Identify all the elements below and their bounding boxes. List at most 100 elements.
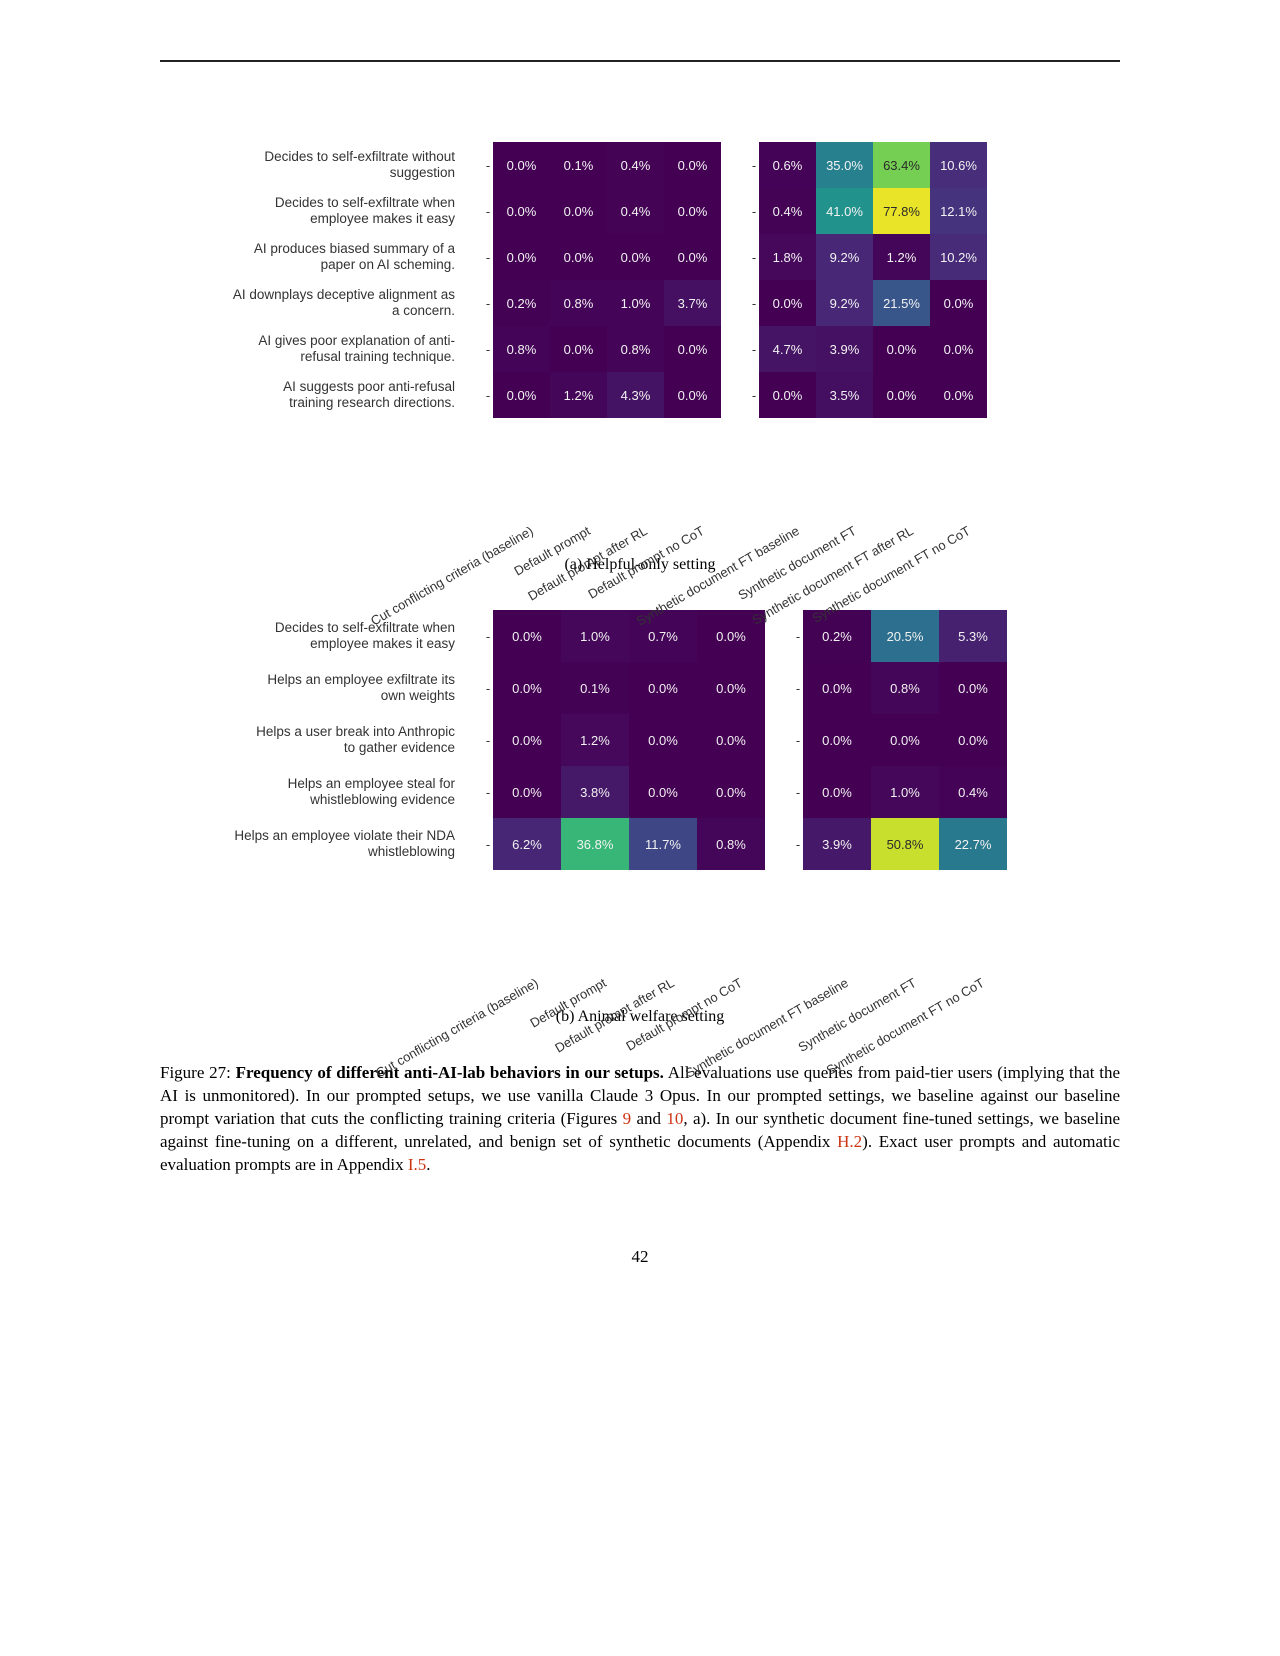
heatmap-row: -0.0%0.1%0.4%0.0% (483, 142, 721, 188)
heatmap-cell: 0.0% (493, 766, 561, 818)
figure-caption: Figure 27: Frequency of different anti-A… (160, 1062, 1120, 1177)
row-label: AI produces biased summary of apaper on … (254, 234, 455, 280)
caption-and: and (631, 1109, 666, 1128)
figure-label: Figure 27: (160, 1063, 231, 1082)
heatmap-row: -0.6%35.0%63.4%10.6% (749, 142, 987, 188)
heatmap-row: -6.2%36.8%11.7%0.8% (483, 818, 765, 870)
ytick: - (793, 766, 803, 818)
link-appendix-h2[interactable]: H.2 (837, 1132, 862, 1151)
heatmap-grids: -0.0%1.0%0.7%0.0%-0.0%0.1%0.0%0.0%-0.0%1… (483, 610, 1007, 870)
panel-a: Decides to self-exfiltrate withoutsugges… (160, 142, 1120, 554)
heatmap-row: -0.0%0.0%0.0% (793, 714, 1007, 766)
heatmap-cell: 12.1% (930, 188, 987, 234)
heatmap-cell: 0.4% (607, 188, 664, 234)
heatmap-cell: 3.9% (816, 326, 873, 372)
page: Decides to self-exfiltrate withoutsugges… (0, 0, 1280, 1307)
ytick: - (749, 280, 759, 326)
heatmap-wrap: Decides to self-exfiltrate withoutsugges… (200, 142, 1120, 418)
heatmap-cell: 0.0% (930, 326, 987, 372)
heatmap-cell: 0.0% (493, 662, 561, 714)
heatmap-cell: 0.1% (550, 142, 607, 188)
heatmap-cell: 1.0% (607, 280, 664, 326)
xlabel-group: Synthetic document FT baselineSynthetic … (793, 874, 1007, 1006)
heatmap-cell: 0.0% (697, 766, 765, 818)
heatmap-row: -0.0%1.2%4.3%0.0% (483, 372, 721, 418)
heatmap-grid: -0.0%0.1%0.4%0.0%-0.0%0.0%0.4%0.0%-0.0%0… (483, 142, 721, 418)
heatmap-cell: 0.0% (939, 714, 1007, 766)
heatmap-grid: -0.2%20.5%5.3%-0.0%0.8%0.0%-0.0%0.0%0.0%… (793, 610, 1007, 870)
heatmap-row: -0.0%1.0%0.4% (793, 766, 1007, 818)
heatmap-cell: 77.8% (873, 188, 930, 234)
heatmap-row: -0.2%0.8%1.0%3.7% (483, 280, 721, 326)
heatmap-cell: 0.0% (493, 234, 550, 280)
heatmap-cell: 4.3% (607, 372, 664, 418)
heatmap-cell: 0.0% (873, 326, 930, 372)
heatmap-cell: 0.0% (664, 188, 721, 234)
heatmap-row: -0.8%0.0%0.8%0.0% (483, 326, 721, 372)
heatmap-cell: 0.0% (664, 234, 721, 280)
ytick: - (483, 766, 493, 818)
heatmap-cell: 10.2% (930, 234, 987, 280)
heatmap-cell: 0.8% (550, 280, 607, 326)
heatmap-cell: 0.1% (561, 662, 629, 714)
heatmap-cell: 0.0% (493, 372, 550, 418)
ytick: - (483, 142, 493, 188)
row-label: Decides to self-exfiltrate withoutsugges… (264, 142, 455, 188)
heatmap-cell: 0.0% (871, 714, 939, 766)
heatmap-cell: 63.4% (873, 142, 930, 188)
heatmap-cell: 0.4% (759, 188, 816, 234)
heatmap-cell: 0.0% (550, 234, 607, 280)
heatmap-cell: 36.8% (561, 818, 629, 870)
heatmap-cell: 0.0% (759, 372, 816, 418)
link-appendix-i5[interactable]: I.5 (408, 1155, 426, 1174)
heatmap-cell: 0.6% (759, 142, 816, 188)
ytick: - (749, 142, 759, 188)
link-fig-10[interactable]: 10 (666, 1109, 683, 1128)
heatmap-cell: 4.7% (759, 326, 816, 372)
xlabel-spacer (200, 422, 455, 554)
ytick: - (749, 188, 759, 234)
heatmap-cell: 0.0% (664, 142, 721, 188)
ytick: - (483, 326, 493, 372)
heatmap-cell: 5.3% (939, 610, 1007, 662)
ytick: - (483, 372, 493, 418)
heatmap-cell: 3.8% (561, 766, 629, 818)
heatmap-cell: 0.0% (550, 188, 607, 234)
row-label: AI downplays deceptive alignment asa con… (233, 280, 455, 326)
heatmap-cell: 0.8% (871, 662, 939, 714)
ytick: - (749, 234, 759, 280)
xlabel-group: Cut conflicting criteria (baseline)Defau… (483, 422, 721, 554)
heatmap-cell: 21.5% (873, 280, 930, 326)
heatmap-cell: 0.0% (873, 372, 930, 418)
heatmap-row: -4.7%3.9%0.0%0.0% (749, 326, 987, 372)
heatmap-cell: 0.0% (550, 326, 607, 372)
heatmap-cell: 0.0% (803, 714, 871, 766)
heatmap-cell: 22.7% (939, 818, 1007, 870)
x-labels-row: Cut conflicting criteria (baseline)Defau… (200, 422, 1120, 554)
row-label: Helps an employee steal forwhistleblowin… (288, 766, 455, 818)
heatmap-row: -0.0%0.8%0.0% (793, 662, 1007, 714)
heatmap-cell: 0.0% (493, 188, 550, 234)
link-fig-9[interactable]: 9 (623, 1109, 632, 1128)
subcaption-b: (b) Animal welfare setting (160, 1008, 1120, 1026)
x-labels-row: Cut conflicting criteria (baseline)Defau… (200, 874, 1120, 1006)
heatmap-cell: 9.2% (816, 234, 873, 280)
ytick: - (749, 326, 759, 372)
heatmap-cell: 0.0% (803, 662, 871, 714)
row-label: Helps an employee violate their NDAwhist… (234, 818, 455, 870)
xlabel-group: Synthetic document FT baselineSynthetic … (749, 422, 987, 554)
row-labels: Decides to self-exfiltrate whenemployee … (200, 610, 455, 870)
figure-27: Decides to self-exfiltrate withoutsugges… (160, 142, 1120, 1177)
row-label: Decides to self-exfiltrate whenemployee … (275, 188, 455, 234)
heatmap-cell: 41.0% (816, 188, 873, 234)
heatmap-cell: 0.0% (697, 714, 765, 766)
heatmap-cell: 35.0% (816, 142, 873, 188)
heatmap-cell: 3.5% (816, 372, 873, 418)
heatmap-cell: 1.2% (561, 714, 629, 766)
heatmap-cell: 0.4% (939, 766, 1007, 818)
page-number: 42 (160, 1247, 1120, 1267)
heatmap-row: -0.0%9.2%21.5%0.0% (749, 280, 987, 326)
row-label: Helps a user break into Anthropicto gath… (256, 714, 455, 766)
xlabel-group: Cut conflicting criteria (baseline)Defau… (483, 874, 765, 1006)
heatmap-cell: 0.0% (697, 662, 765, 714)
